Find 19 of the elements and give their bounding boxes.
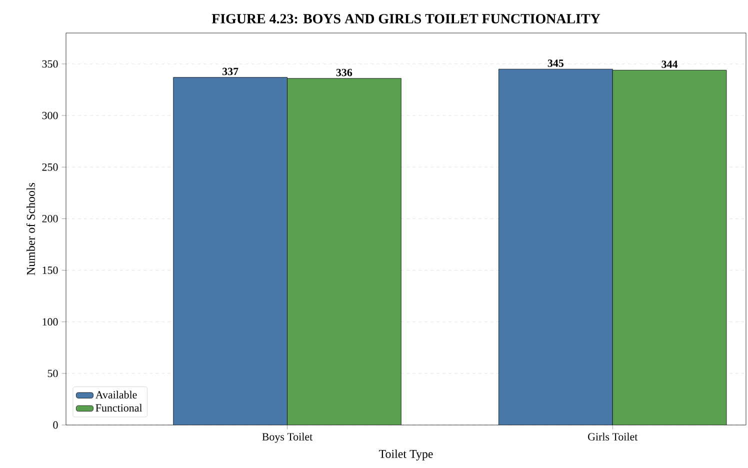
y-tick-label: 50 — [48, 370, 58, 378]
data-label: 336 — [336, 68, 352, 76]
y-tick-label: 0 — [53, 421, 58, 429]
y-tick-label: 300 — [42, 112, 58, 120]
x-tick-label: Girls Toilet — [588, 432, 638, 440]
x-tick-label: Boys Toilet — [262, 432, 313, 443]
legend-label: Available — [95, 390, 137, 399]
data-label: 337 — [222, 68, 238, 76]
y-tick-label: 200 — [42, 214, 58, 222]
data-label: 345 — [548, 60, 564, 67]
x-axis-title: Toilet Type — [379, 450, 433, 460]
y-axis-title: Number of Schools — [26, 182, 35, 276]
y-tick-label: 350 — [42, 60, 58, 68]
y-tick-label: 250 — [42, 163, 58, 171]
chart-title: FIGURE 4.23: BOYS AND GIRLS TOILET FUNCTIONALITY — [212, 14, 600, 24]
y-tick-label: 100 — [42, 318, 58, 326]
y-tick-label: 150 — [42, 266, 58, 274]
data-label: 344 — [662, 60, 678, 68]
legend-label: Functional — [96, 404, 142, 412]
